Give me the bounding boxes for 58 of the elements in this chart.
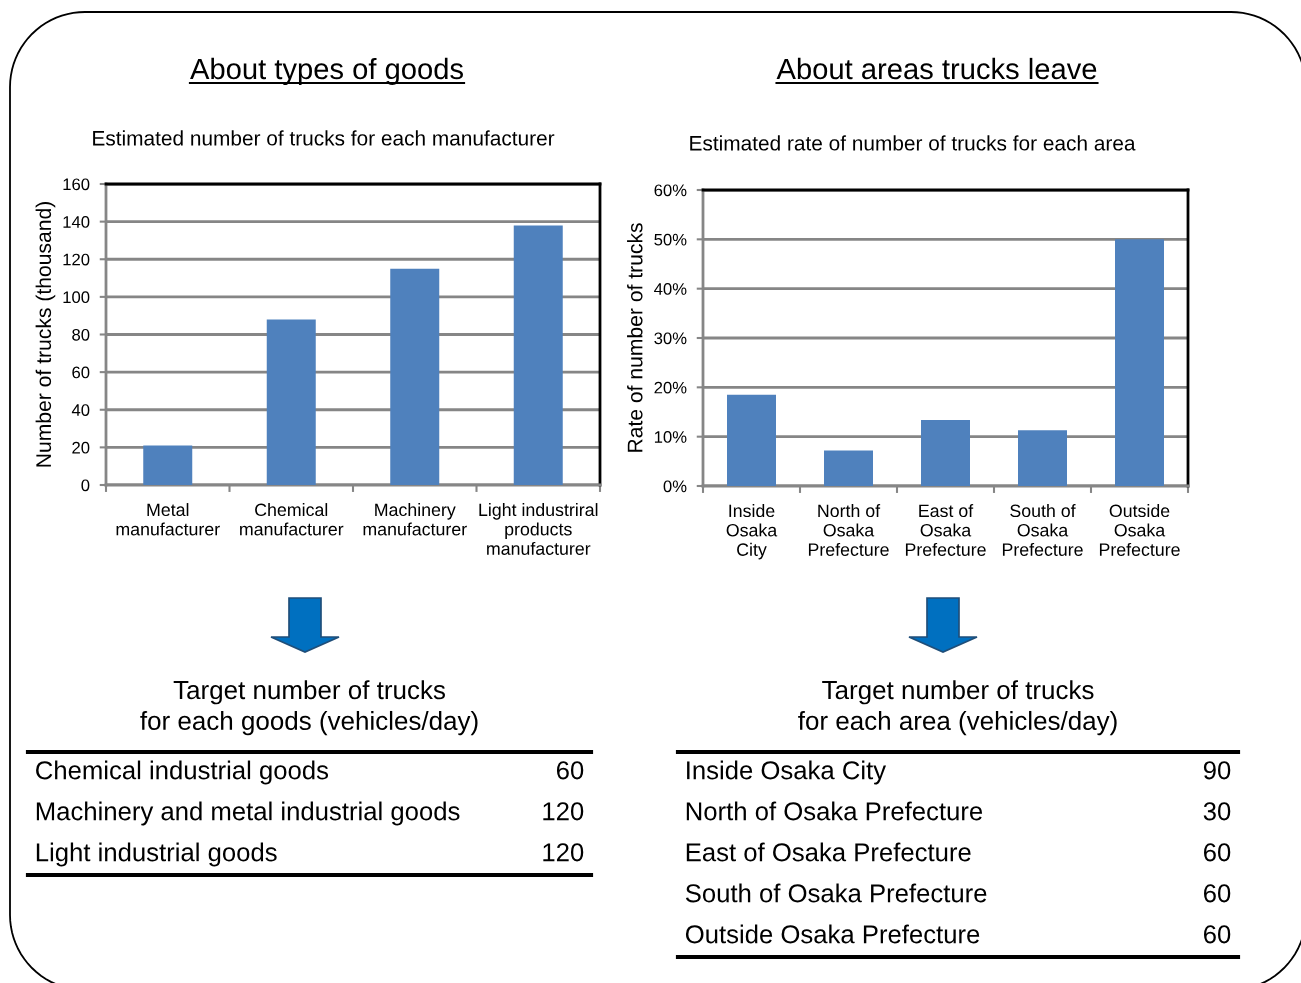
- y-tick-label: 140: [63, 216, 90, 228]
- x-tick-label: Machinery manufacturer: [363, 503, 467, 536]
- x-tick-label: Light industriral products manufacturer: [479, 503, 598, 555]
- y-tick-label: 20%: [654, 381, 687, 394]
- data-label: 30: [1203, 802, 1231, 821]
- category-label: Light industrial goods: [36, 842, 277, 867]
- text: Target number of trucks for each goods (vehicles/day): [140, 680, 478, 736]
- category-label: Machinery and metal industrial goods: [36, 801, 460, 826]
- y-tick-label: 100: [63, 291, 90, 304]
- x-tick-label: North of Osaka Prefecture: [808, 504, 889, 556]
- data-label: 60: [556, 761, 584, 780]
- bar: [513, 225, 563, 485]
- chart-title: About areas trucks leave: [776, 57, 1097, 80]
- x-tick-label: Outside Osaka Prefecture: [1099, 504, 1180, 556]
- chart-subtitle: Estimated rate of number of trucks for each area: [690, 135, 1136, 151]
- x-tick-label: Inside Osaka City: [726, 504, 778, 560]
- y-tick-label: 40%: [654, 283, 687, 295]
- bar: [921, 419, 970, 486]
- y-tick-label: 30%: [654, 332, 687, 345]
- y-tick-label: 120: [63, 253, 90, 266]
- bar: [824, 450, 873, 486]
- category-label: South of Osaka Prefecture: [685, 883, 987, 903]
- y-tick-label: 0%: [663, 480, 687, 493]
- bar: [727, 394, 776, 486]
- x-tick-label: Chemical manufacturer: [240, 503, 344, 536]
- x-tick-label: South of Osaka Prefecture: [1002, 504, 1083, 556]
- y-tick-label: 0: [81, 479, 90, 492]
- category-label: Chemical industrial goods: [36, 760, 329, 785]
- x-tick-label: Metal manufacturer: [116, 503, 220, 536]
- y-tick-label: 60: [72, 366, 90, 379]
- category-label: Inside Osaka City: [687, 760, 887, 785]
- bar: [143, 445, 193, 485]
- data-label: 60: [1204, 843, 1231, 862]
- category-label: East of Osaka Prefecture: [686, 842, 971, 862]
- data-label: 120: [543, 843, 584, 862]
- bar: [1018, 430, 1067, 486]
- text: Target number of trucks for each area (vehicles/day): [798, 680, 1117, 736]
- category-label: North of Osaka Prefecture: [686, 801, 983, 821]
- data-label: 60: [1204, 925, 1231, 944]
- bar: [1115, 239, 1164, 486]
- y-tick-label: 50%: [654, 233, 687, 246]
- category-label: Outside Osaka Prefecture: [685, 924, 980, 944]
- y-tick-label: 80: [72, 328, 90, 341]
- bar: [390, 268, 440, 485]
- data-label: 90: [1203, 761, 1231, 780]
- bar: [266, 319, 316, 485]
- y-axis-title: Rate of number of trucks: [627, 223, 643, 452]
- data-label: 60: [1204, 884, 1231, 903]
- y-tick-label: 40: [71, 404, 90, 416]
- y-tick-label: 160: [63, 178, 90, 191]
- y-tick-label: 10%: [654, 431, 687, 443]
- y-tick-label: 60%: [654, 184, 687, 197]
- x-tick-label: East of Osaka Prefecture: [905, 504, 986, 556]
- y-tick-label: 20: [72, 441, 90, 454]
- chart-subtitle: Estimated number of trucks for each manufacturer: [93, 130, 555, 146]
- data-label: 120: [543, 802, 584, 821]
- chart-title: About types of goods: [190, 57, 463, 86]
- y-axis-title: Number of trucks (thousand): [35, 202, 56, 467]
